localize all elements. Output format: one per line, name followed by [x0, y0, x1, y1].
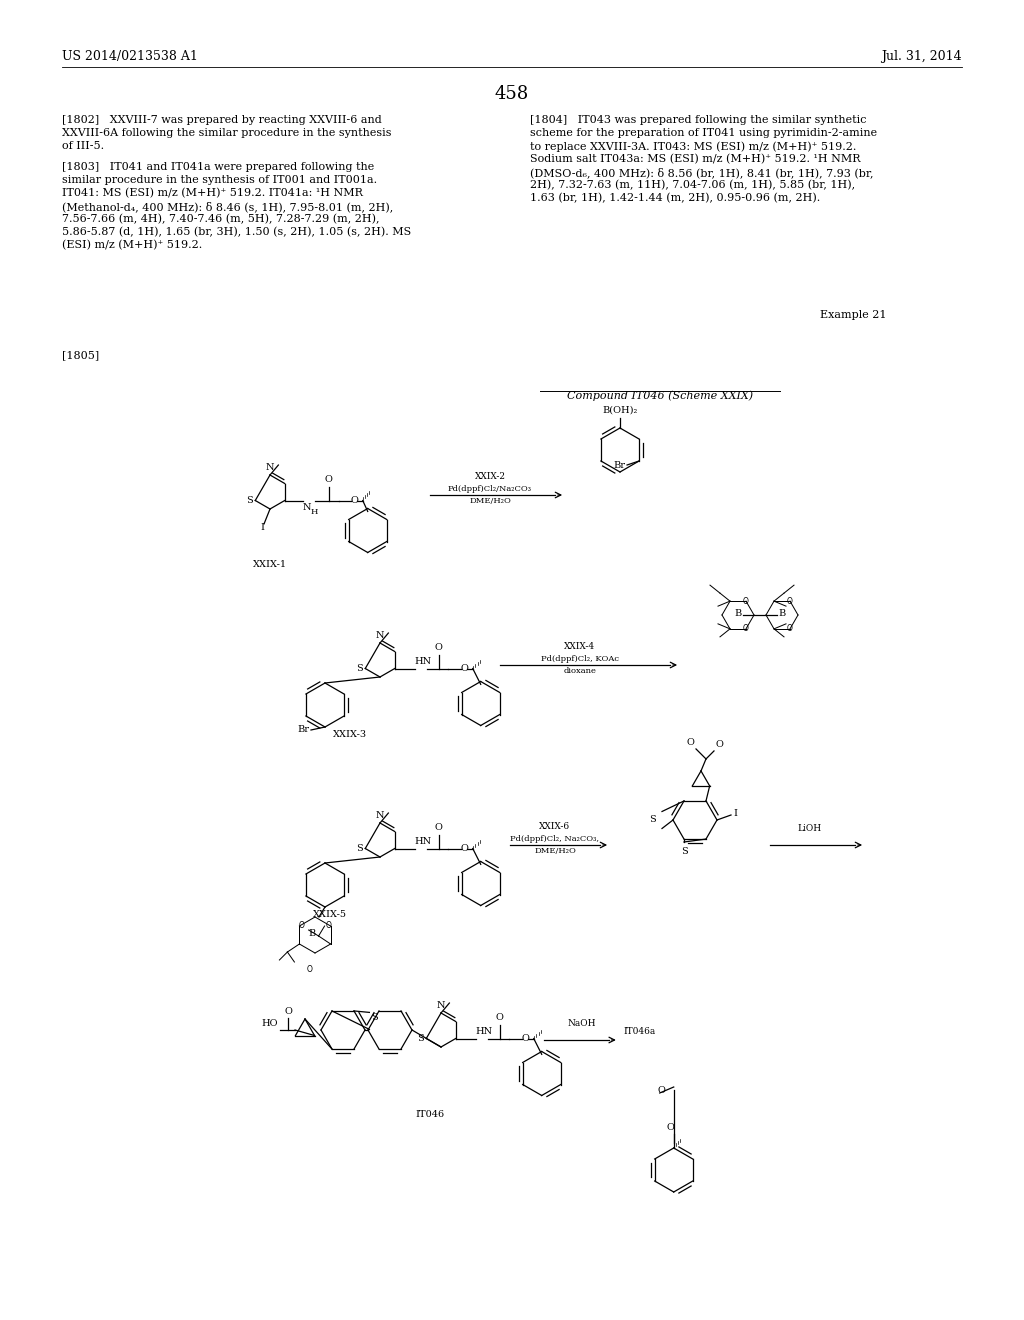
- Text: N: N: [303, 503, 311, 512]
- Text: IT041: MS (ESI) m/z (M+H)⁺ 519.2. IT041a: ¹H NMR: IT041: MS (ESI) m/z (M+H)⁺ 519.2. IT041a…: [62, 187, 362, 198]
- Text: B: B: [308, 928, 315, 937]
- Text: N: N: [437, 1001, 445, 1010]
- Text: O: O: [325, 474, 333, 483]
- Text: [1802]   XXVIII-7 was prepared by reacting XXVIII-6 and: [1802] XXVIII-7 was prepared by reacting…: [62, 115, 382, 125]
- Text: HN: HN: [415, 657, 432, 667]
- Text: NaOH: NaOH: [567, 1019, 596, 1028]
- Text: O: O: [715, 741, 723, 748]
- Text: (DMSO-d₆, 400 MHz): δ 8.56 (br, 1H), 8.41 (br, 1H), 7.93 (br,: (DMSO-d₆, 400 MHz): δ 8.56 (br, 1H), 8.4…: [530, 168, 873, 178]
- Text: Jul. 31, 2014: Jul. 31, 2014: [882, 50, 962, 63]
- Text: O: O: [657, 1086, 666, 1096]
- Text: S: S: [372, 1012, 378, 1022]
- Text: XXVIII-6A following the similar procedure in the synthesis: XXVIII-6A following the similar procedur…: [62, 128, 391, 139]
- Text: Br: Br: [613, 462, 625, 470]
- Text: O: O: [284, 1007, 292, 1016]
- Text: US 2014/0213538 A1: US 2014/0213538 A1: [62, 50, 198, 63]
- Text: scheme for the preparation of IT041 using pyrimidin-2-amine: scheme for the preparation of IT041 usin…: [530, 128, 878, 139]
- Text: IT046a: IT046a: [624, 1027, 656, 1036]
- Text: similar procedure in the synthesis of IT001 and IT001a.: similar procedure in the synthesis of IT…: [62, 176, 377, 185]
- Text: XXIX-5: XXIX-5: [313, 909, 347, 919]
- Text: O: O: [787, 624, 793, 634]
- Text: IT046: IT046: [416, 1110, 444, 1119]
- Text: H: H: [310, 508, 318, 516]
- Text: I: I: [733, 809, 737, 818]
- Text: [1803]   IT041 and IT041a were prepared following the: [1803] IT041 and IT041a were prepared fo…: [62, 162, 374, 172]
- Text: O: O: [435, 822, 442, 832]
- Text: B: B: [734, 610, 741, 619]
- Text: 7.56-7.66 (m, 4H), 7.40-7.46 (m, 5H), 7.28-7.29 (m, 2H),: 7.56-7.66 (m, 4H), 7.40-7.46 (m, 5H), 7.…: [62, 214, 380, 224]
- Text: O: O: [461, 843, 469, 853]
- Text: DME/H₂O: DME/H₂O: [469, 498, 511, 506]
- Text: [1805]: [1805]: [62, 350, 99, 360]
- Text: to replace XXVIII-3A. IT043: MS (ESI) m/z (M+H)⁺ 519.2.: to replace XXVIII-3A. IT043: MS (ESI) m/…: [530, 141, 856, 152]
- Text: S: S: [356, 664, 364, 673]
- Text: I: I: [260, 523, 264, 532]
- Text: O: O: [435, 643, 442, 652]
- Text: XXIX-3: XXIX-3: [333, 730, 367, 739]
- Text: Pd(dppf)Cl₂, KOAc: Pd(dppf)Cl₂, KOAc: [541, 655, 618, 663]
- Text: O: O: [743, 597, 749, 606]
- Text: of III-5.: of III-5.: [62, 141, 104, 150]
- Text: Compound IT046 (Scheme XXIX): Compound IT046 (Scheme XXIX): [567, 389, 753, 400]
- Text: 5.86-5.87 (d, 1H), 1.65 (br, 3H), 1.50 (s, 2H), 1.05 (s, 2H). MS: 5.86-5.87 (d, 1H), 1.65 (br, 3H), 1.50 (…: [62, 227, 412, 238]
- Text: B(OH)₂: B(OH)₂: [602, 407, 638, 414]
- Text: S: S: [418, 1034, 424, 1043]
- Text: O: O: [743, 624, 749, 634]
- Text: HO: HO: [261, 1019, 278, 1028]
- Text: Pd(dppf)Cl₂, Na₂CO₃,: Pd(dppf)Cl₂, Na₂CO₃,: [511, 836, 599, 843]
- Text: DME/H₂O: DME/H₂O: [535, 847, 575, 855]
- Text: (Methanol-d₄, 400 MHz): δ 8.46 (s, 1H), 7.95-8.01 (m, 2H),: (Methanol-d₄, 400 MHz): δ 8.46 (s, 1H), …: [62, 201, 393, 211]
- Text: HN: HN: [415, 837, 432, 846]
- Text: N: N: [266, 463, 274, 473]
- Text: N: N: [376, 631, 384, 640]
- Text: LiOH: LiOH: [798, 824, 822, 833]
- Text: [1804]   IT043 was prepared following the similar synthetic: [1804] IT043 was prepared following the …: [530, 115, 866, 125]
- Text: O: O: [351, 496, 358, 506]
- Text: O: O: [787, 597, 793, 606]
- Text: dioxane: dioxane: [563, 667, 596, 675]
- Text: O: O: [298, 921, 304, 931]
- Text: 1.63 (br, 1H), 1.42-1.44 (m, 2H), 0.95-0.96 (m, 2H).: 1.63 (br, 1H), 1.42-1.44 (m, 2H), 0.95-0…: [530, 193, 820, 203]
- Text: Example 21: Example 21: [820, 310, 887, 319]
- Text: XXIX-6: XXIX-6: [540, 822, 570, 832]
- Text: Br: Br: [297, 726, 309, 734]
- Text: O: O: [461, 664, 469, 673]
- Text: O: O: [667, 1123, 675, 1133]
- Text: S: S: [649, 816, 656, 825]
- Text: O: O: [307, 965, 313, 974]
- Text: XXIX-4: XXIX-4: [564, 642, 596, 651]
- Text: B: B: [778, 610, 785, 619]
- Text: XXIX-2: XXIX-2: [474, 473, 506, 480]
- Text: Pd(dppf)Cl₂/Na₂CO₃: Pd(dppf)Cl₂/Na₂CO₃: [449, 484, 532, 492]
- Text: N: N: [376, 810, 384, 820]
- Text: (ESI) m/z (M+H)⁺ 519.2.: (ESI) m/z (M+H)⁺ 519.2.: [62, 240, 203, 251]
- Text: O: O: [521, 1034, 529, 1043]
- Text: O: O: [326, 921, 332, 931]
- Text: HN: HN: [476, 1027, 493, 1036]
- Text: 2H), 7.32-7.63 (m, 11H), 7.04-7.06 (m, 1H), 5.85 (br, 1H),: 2H), 7.32-7.63 (m, 11H), 7.04-7.06 (m, 1…: [530, 180, 855, 190]
- Text: XXIX-1: XXIX-1: [253, 560, 287, 569]
- Text: O: O: [686, 738, 694, 747]
- Text: S: S: [356, 843, 364, 853]
- Text: 458: 458: [495, 84, 529, 103]
- Text: S: S: [681, 847, 687, 855]
- Text: O: O: [496, 1012, 504, 1022]
- Text: Sodium salt IT043a: MS (ESI) m/z (M+H)⁺ 519.2. ¹H NMR: Sodium salt IT043a: MS (ESI) m/z (M+H)⁺ …: [530, 154, 860, 164]
- Text: S: S: [247, 496, 253, 506]
